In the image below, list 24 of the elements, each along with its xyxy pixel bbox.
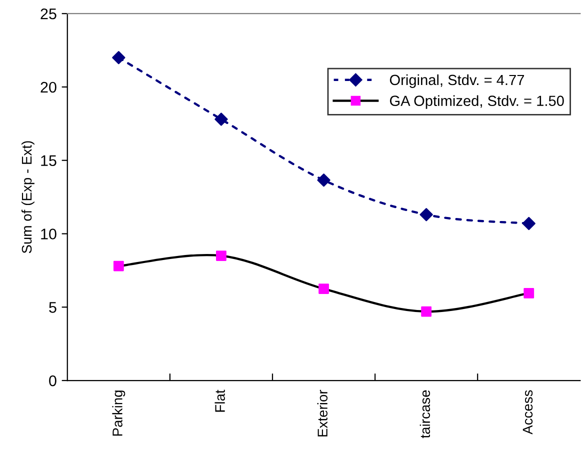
point	[524, 288, 534, 298]
x-tick-label: Access	[522, 390, 533, 434]
x-tick-label: Parking	[112, 390, 126, 436]
point	[522, 216, 536, 230]
point	[214, 112, 228, 126]
y-tick-label: 10	[41, 228, 56, 240]
point	[216, 250, 226, 261]
point	[421, 306, 432, 317]
point	[318, 284, 329, 294]
y-tick-label: 0	[49, 375, 56, 386]
legend-label: Original, Stdv. = 4.77	[390, 74, 524, 88]
y-tick-label: 15	[41, 155, 56, 166]
y-axis-title: Sum of (Exp - Ext)	[21, 141, 34, 254]
point	[112, 51, 126, 64]
point	[420, 208, 433, 222]
x-tick-label: Flat	[214, 390, 225, 412]
point	[113, 260, 124, 272]
y-tick-label: 20	[40, 82, 56, 93]
point	[317, 174, 330, 187]
y-tick-label: 5	[49, 302, 56, 313]
y-tick-label: 25	[40, 8, 56, 20]
x-tick-label: Exterior	[317, 390, 328, 436]
x-tick-label: taircase	[420, 390, 430, 438]
legend-label: GA Optimized, Stdv. = 1.50	[390, 95, 564, 109]
